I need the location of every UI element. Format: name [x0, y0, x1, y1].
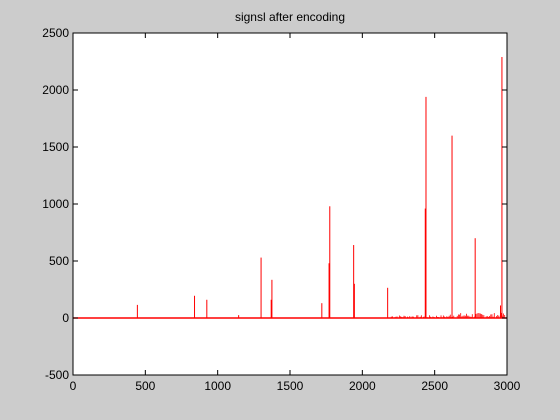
x-tick-label: 2000: [349, 379, 376, 393]
x-tick-label: 2500: [421, 379, 448, 393]
x-tick-label: 1000: [204, 379, 231, 393]
chart-title: signsl after encoding: [235, 10, 345, 24]
plot-area: [73, 33, 507, 375]
x-tick-label: 1500: [277, 379, 304, 393]
ticks-layer: 0 500 1000 1500 2000 2500 3000-500050010001500…: [42, 26, 520, 393]
x-tick-label: 3000: [494, 379, 521, 393]
series-layer: [73, 56, 507, 319]
y-tick-label: 0: [62, 311, 69, 325]
y-tick-label: 500: [49, 254, 69, 268]
x-tick-label: 500: [135, 379, 155, 393]
y-tick-label: 2500: [42, 26, 69, 40]
y-tick-label: 2000: [42, 83, 69, 97]
y-tick-label: -500: [45, 368, 69, 382]
y-tick-label: 1000: [42, 197, 69, 211]
x-tick-label: 0: [70, 379, 77, 393]
y-tick-label: 1500: [42, 140, 69, 154]
